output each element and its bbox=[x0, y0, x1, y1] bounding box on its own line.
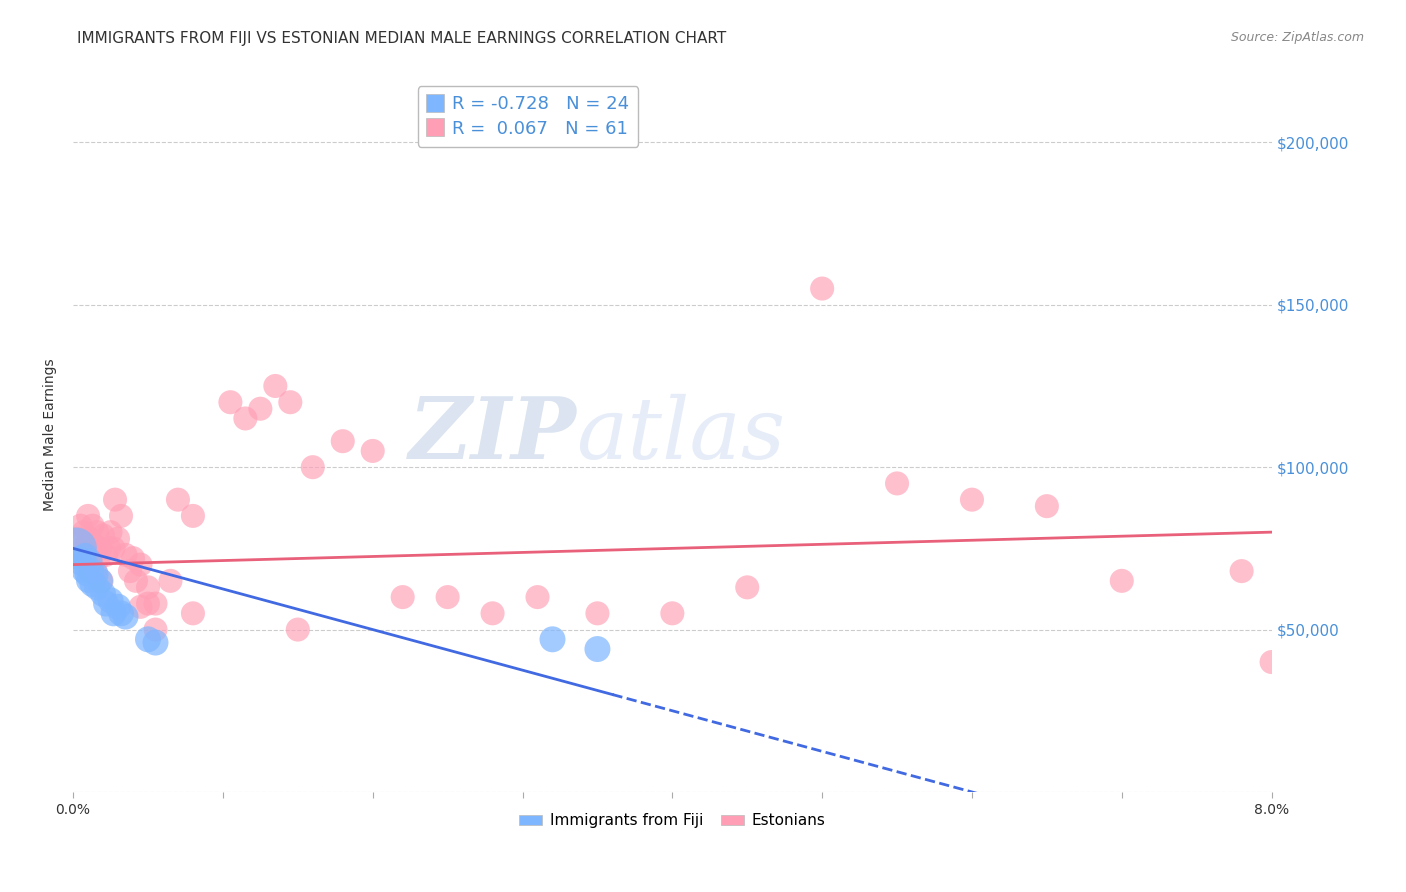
Point bbox=[391, 590, 413, 604]
Point bbox=[100, 525, 122, 540]
Point bbox=[586, 607, 609, 621]
Point bbox=[67, 551, 90, 566]
Point bbox=[89, 574, 111, 588]
Point bbox=[145, 635, 167, 649]
Point bbox=[107, 599, 129, 614]
Point bbox=[86, 525, 108, 540]
Point bbox=[79, 532, 101, 546]
Point bbox=[70, 558, 93, 572]
Point bbox=[103, 541, 125, 556]
Point bbox=[103, 607, 125, 621]
Point bbox=[110, 607, 132, 621]
Text: IMMIGRANTS FROM FIJI VS ESTONIAN MEDIAN MALE EARNINGS CORRELATION CHART: IMMIGRANTS FROM FIJI VS ESTONIAN MEDIAN … bbox=[77, 31, 727, 46]
Point bbox=[181, 508, 204, 523]
Point bbox=[1036, 499, 1059, 513]
Point bbox=[541, 632, 564, 647]
Point bbox=[82, 518, 104, 533]
Point bbox=[75, 548, 97, 562]
Point bbox=[100, 593, 122, 607]
Point bbox=[104, 492, 127, 507]
Point bbox=[65, 541, 87, 556]
Point bbox=[167, 492, 190, 507]
Point bbox=[481, 607, 503, 621]
Point bbox=[94, 597, 117, 611]
Point bbox=[72, 564, 94, 578]
Point bbox=[159, 574, 181, 588]
Point bbox=[75, 551, 97, 566]
Text: atlas: atlas bbox=[576, 393, 786, 476]
Point bbox=[1230, 564, 1253, 578]
Point bbox=[83, 544, 105, 558]
Point bbox=[77, 508, 100, 523]
Point bbox=[735, 580, 758, 594]
Point bbox=[125, 574, 148, 588]
Point bbox=[98, 541, 121, 556]
Point bbox=[129, 599, 152, 614]
Point bbox=[436, 590, 458, 604]
Point bbox=[136, 597, 159, 611]
Point bbox=[110, 508, 132, 523]
Point bbox=[80, 564, 103, 578]
Point bbox=[145, 597, 167, 611]
Point bbox=[1260, 655, 1282, 669]
Y-axis label: Median Male Earnings: Median Male Earnings bbox=[44, 359, 58, 511]
Point bbox=[107, 532, 129, 546]
Point bbox=[661, 607, 683, 621]
Point bbox=[122, 551, 145, 566]
Point bbox=[80, 564, 103, 578]
Point bbox=[72, 525, 94, 540]
Point bbox=[249, 401, 271, 416]
Point bbox=[960, 492, 983, 507]
Point bbox=[287, 623, 309, 637]
Point bbox=[526, 590, 548, 604]
Point bbox=[114, 609, 136, 624]
Point bbox=[301, 460, 323, 475]
Point bbox=[76, 538, 98, 552]
Point bbox=[79, 554, 101, 568]
Point bbox=[94, 548, 117, 562]
Point bbox=[118, 564, 141, 578]
Point bbox=[811, 281, 834, 295]
Point bbox=[82, 577, 104, 591]
Point bbox=[76, 567, 98, 582]
Point bbox=[87, 551, 110, 566]
Point bbox=[278, 395, 301, 409]
Point bbox=[219, 395, 242, 409]
Text: ZIP: ZIP bbox=[409, 393, 576, 476]
Point bbox=[886, 476, 908, 491]
Point bbox=[91, 528, 114, 542]
Legend: Immigrants from Fiji, Estonians: Immigrants from Fiji, Estonians bbox=[513, 807, 832, 834]
Point bbox=[361, 444, 384, 458]
Point bbox=[91, 587, 114, 601]
Point bbox=[136, 580, 159, 594]
Point bbox=[145, 623, 167, 637]
Point bbox=[69, 518, 91, 533]
Point bbox=[70, 541, 93, 556]
Point bbox=[77, 574, 100, 588]
Point bbox=[586, 642, 609, 657]
Point bbox=[235, 411, 257, 425]
Point bbox=[84, 567, 107, 582]
Point bbox=[129, 558, 152, 572]
Point bbox=[86, 580, 108, 594]
Point bbox=[136, 632, 159, 647]
Point bbox=[114, 548, 136, 562]
Point bbox=[90, 574, 112, 588]
Point bbox=[89, 541, 111, 556]
Text: Source: ZipAtlas.com: Source: ZipAtlas.com bbox=[1230, 31, 1364, 45]
Point bbox=[332, 434, 354, 449]
Point bbox=[84, 564, 107, 578]
Point bbox=[1111, 574, 1133, 588]
Point bbox=[181, 607, 204, 621]
Point bbox=[66, 532, 89, 546]
Point bbox=[264, 379, 287, 393]
